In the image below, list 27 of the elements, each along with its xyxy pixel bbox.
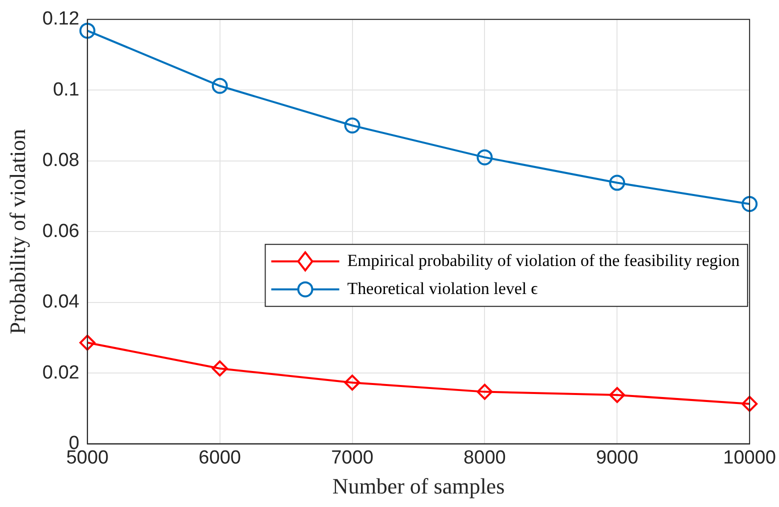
point — [79, 22, 96, 39]
x-tick-label: 6000 — [198, 447, 241, 468]
x-tick-label: 10000 — [723, 447, 776, 468]
point — [344, 118, 360, 134]
y-tick-label: 0.12 — [42, 8, 80, 30]
y-tick-label: 0.04 — [42, 292, 80, 313]
point — [742, 396, 758, 412]
point — [212, 360, 228, 376]
y-axis-title: Probability of violation — [4, 128, 30, 334]
point — [609, 174, 626, 191]
y-tick-label: 0.08 — [42, 150, 80, 172]
y-tick-label: 0.06 — [42, 220, 80, 242]
legend-label: Empirical probability of violation of the feasibility region — [347, 250, 740, 270]
point — [344, 374, 360, 391]
point — [609, 386, 626, 403]
point — [212, 78, 228, 94]
point — [476, 149, 493, 166]
point — [79, 334, 96, 351]
x-axis-title: Number of samples — [332, 474, 505, 499]
y-tick-label: 0.02 — [42, 362, 80, 384]
x-tick-label: 7000 — [331, 447, 374, 468]
legend-label: Theoretical violation level ϵ — [347, 278, 538, 298]
point — [476, 384, 493, 400]
point — [742, 196, 758, 212]
x-tick-label: 9000 — [596, 447, 638, 468]
x-tick-label: 8000 — [464, 447, 506, 468]
y-tick-label: 0.1 — [52, 79, 80, 100]
